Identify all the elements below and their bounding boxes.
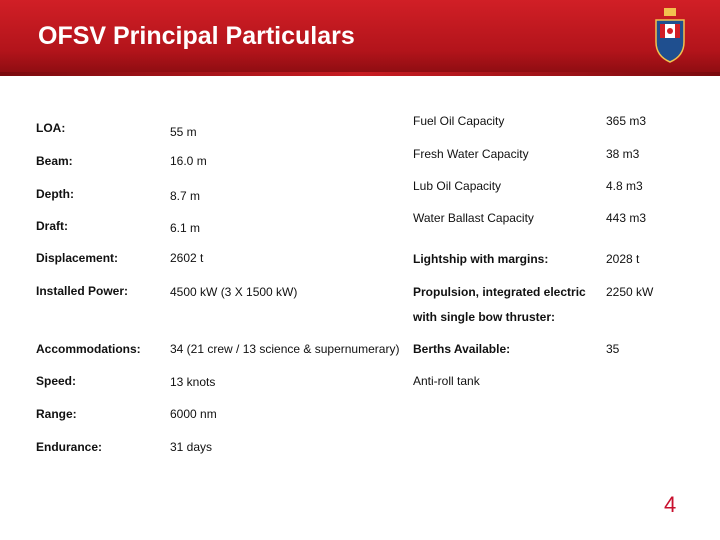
row-value: 2602 t: [170, 251, 204, 265]
crown: [664, 8, 676, 16]
row-value: 35: [606, 342, 620, 356]
row-label: LOA:: [36, 121, 66, 135]
row-value: 2250 kW: [606, 285, 654, 299]
row-value: 16.0 m: [170, 154, 207, 168]
row-label: Depth:: [36, 187, 74, 201]
row-value: 2028 t: [606, 252, 640, 266]
row-label: Installed Power:: [36, 284, 129, 298]
row-label: Displacement:: [36, 251, 119, 265]
row-label: Beam:: [36, 154, 73, 168]
row-label: Water Ballast Capacity: [413, 211, 534, 225]
row-label: with single bow thruster:: [413, 310, 556, 324]
row-label: Propulsion, integrated electric: [413, 285, 586, 299]
header-edge: [0, 72, 720, 76]
row-value: 6.1 m: [170, 221, 201, 235]
row-label: Lub Oil Capacity: [413, 179, 502, 193]
row-label: Fuel Oil Capacity: [413, 114, 505, 128]
row-value: 13 knots: [170, 375, 216, 389]
row-value: 55 m: [170, 125, 197, 139]
slide-title: OFSV Principal Particulars: [38, 22, 355, 50]
row-value: 38 m3: [606, 147, 640, 161]
page-number: 4: [664, 492, 677, 517]
row-label: Draft:: [36, 219, 68, 233]
header-banner: [0, 0, 720, 72]
flag-band: [675, 24, 680, 38]
crest: [655, 8, 685, 63]
row-value: 4500 kW (3 X 1500 kW): [170, 285, 298, 299]
leaf: [667, 28, 673, 34]
row-label: Berths Available:: [413, 342, 511, 356]
row-value: 4.8 m3: [606, 179, 643, 193]
row-label: Accommodations:: [36, 342, 141, 356]
row-value: 6000 nm: [170, 407, 217, 421]
row-value: 8.7 m: [170, 189, 201, 203]
row-label: Speed:: [36, 374, 77, 388]
row-label: Anti-roll tank: [413, 374, 480, 388]
row-label: Range:: [36, 407, 77, 421]
row-value: 443 m3: [606, 211, 647, 225]
flag-band: [660, 24, 665, 38]
row-label: Fresh Water Capacity: [413, 147, 529, 161]
row-value: 365 m3: [606, 114, 647, 128]
row-label: Lightship with margins:: [413, 252, 549, 266]
row-value: 31 days: [170, 440, 213, 454]
row-value: 34 (21 crew / 13 science & supernumerary…: [170, 342, 400, 356]
row-label: Endurance:: [36, 440, 103, 454]
